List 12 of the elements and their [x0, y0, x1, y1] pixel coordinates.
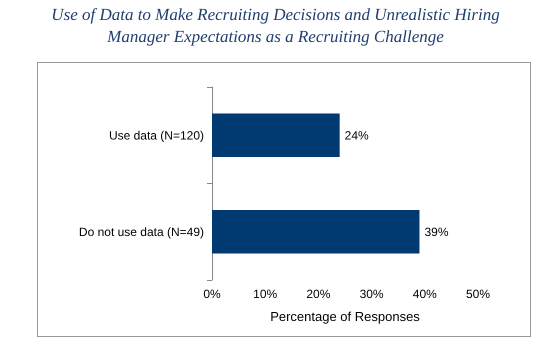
chart-title: Use of Data to Make Recruiting Decisions and Unrealistic Hiring Manager Expectations as a Recruiting Challenge — [50, 4, 501, 48]
x-tick-label: 20% — [306, 287, 331, 301]
data-label: 39% — [424, 224, 449, 239]
y-tick-label: Do not use data (N=49) — [78, 224, 204, 239]
x-tick-label: 0% — [203, 287, 221, 301]
data-label: 24% — [344, 128, 370, 142]
x-tick-label: 50% — [466, 287, 490, 301]
x-axis-title: Percentage of Responses — [270, 309, 420, 324]
x-tick-label: 40% — [412, 287, 438, 301]
x-tick-label: 10% — [253, 287, 278, 301]
y-tick-label: Use data (N=120) — [108, 128, 204, 142]
x-tick-label: 30% — [360, 287, 384, 301]
